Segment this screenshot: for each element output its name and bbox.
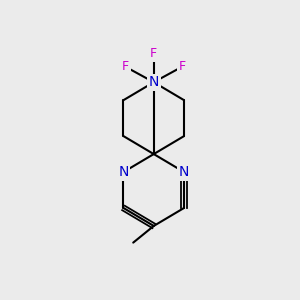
Text: N: N	[148, 75, 159, 89]
Text: N: N	[118, 165, 129, 179]
Text: F: F	[178, 60, 185, 73]
Text: F: F	[150, 47, 157, 61]
Text: N: N	[179, 165, 189, 179]
Text: F: F	[122, 60, 129, 73]
